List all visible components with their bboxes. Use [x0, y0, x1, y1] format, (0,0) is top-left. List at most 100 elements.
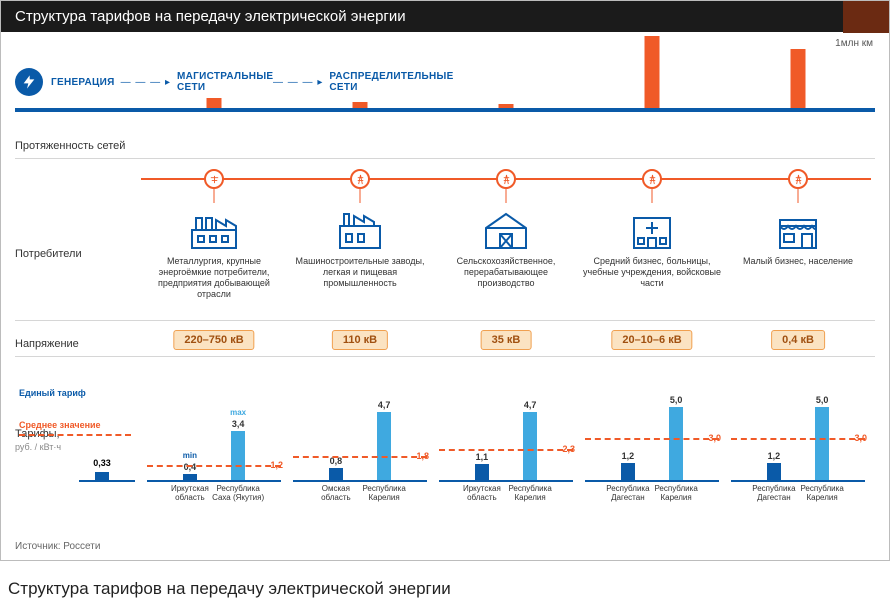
tariff-max-value: 4,7	[378, 400, 391, 410]
generation-icon	[15, 68, 43, 96]
timeline-node-icon	[350, 169, 370, 189]
tariff-max-value: 5,0	[670, 395, 683, 405]
extent-bar	[645, 36, 660, 108]
timeline-node-icon	[642, 169, 662, 189]
tariff-avg-line	[293, 456, 427, 458]
tariff-chart: 1,1 4,7 2,3 Иркутская область Республика…	[439, 372, 573, 502]
row-label-consumers: Потребители	[15, 248, 82, 260]
tariff-max-region: Республика Карелия	[500, 484, 560, 502]
voltage-badge: 220–750 кВ	[173, 330, 254, 350]
consumer-caption: Металлургия, крупные энергоёмкие потреби…	[145, 256, 283, 300]
extent-bar	[499, 104, 514, 108]
tariff-avg-line	[147, 465, 281, 467]
voltage-badge: 110 кВ	[332, 330, 388, 350]
source-text: Источник: Россети	[15, 541, 100, 552]
consumer-caption: Средний бизнес, больницы, учебные учрежд…	[583, 256, 721, 289]
row-label-voltage: Напряжение	[15, 338, 79, 350]
tariff-avg-line	[585, 438, 719, 440]
timeline-drop	[652, 189, 653, 203]
tariff-min-value: 0,8	[330, 456, 343, 466]
tariff-min-value: 1,2	[622, 451, 635, 461]
tariff-avg-value: 2,3	[562, 444, 575, 454]
extent-bar	[791, 49, 806, 108]
tariff-baseline	[731, 480, 865, 482]
tariff-max-region: Республика Саха (Якутия)	[208, 484, 268, 502]
tariff-avg-value: 1,2	[270, 460, 283, 470]
single-tariff-label: Единый тариф	[19, 388, 139, 398]
consumer-icon	[626, 208, 678, 250]
timeline-node-icon	[496, 169, 516, 189]
voltage-badge: 20–10–6 кВ	[611, 330, 692, 350]
consumer-caption: Машиностроительные заводы, легкая и пище…	[291, 256, 429, 289]
tariff-max-region: Республика Карелия	[354, 484, 414, 502]
tariff-bar-max	[669, 407, 683, 480]
max-label: max	[230, 408, 246, 417]
tariff-baseline	[585, 480, 719, 482]
tariff-bar-min	[183, 474, 197, 480]
column: Малый бизнес, население 0,4 кВ 1,2 5,0 3,…	[725, 32, 871, 560]
tariff-bar-max	[523, 412, 537, 480]
tariff-bar-min	[621, 463, 635, 480]
title-text: Структура тарифов на передачу электричес…	[15, 8, 406, 25]
min-label: min	[183, 451, 197, 460]
timeline-drop	[506, 189, 507, 203]
title-bar-accent	[843, 1, 889, 33]
tariff-min-value: 1,1	[476, 452, 489, 462]
tariff-chart: 0,8 4,7 1,8 Омская область Республика Ка…	[293, 372, 427, 502]
consumer-icon	[188, 208, 240, 250]
timeline-drop	[214, 189, 215, 203]
tariff-avg-line	[731, 438, 865, 440]
tariff-max-value: 5,0	[816, 395, 829, 405]
tariff-avg-value: 1,8	[416, 451, 429, 461]
tariff-max-region: Республика Карелия	[646, 484, 706, 502]
consumer-icon	[772, 208, 824, 250]
column: Металлургия, крупные энергоёмкие потреби…	[141, 32, 287, 560]
avg-legend-line	[19, 434, 131, 436]
tariff-chart: 1,2 5,0 3,0 Республика Дагестан Республи…	[585, 372, 719, 502]
stage-generation: ГЕНЕРАЦИЯ	[51, 77, 115, 88]
single-tariff-value: 0,33	[93, 458, 111, 468]
columns: Металлургия, крупные энергоёмкие потреби…	[141, 32, 871, 560]
consumer-caption: Малый бизнес, население	[729, 256, 867, 267]
tariff-chart: 1,2 5,0 3,0 Республика Дагестан Республи…	[731, 372, 865, 502]
tariff-bar-min	[475, 464, 489, 480]
consumer-icon	[334, 208, 386, 250]
tariff-avg-value: 3,0	[708, 433, 721, 443]
tariff-min-value: 1,2	[768, 451, 781, 461]
tariff-avg-line	[439, 449, 573, 451]
column: Машиностроительные заводы, легкая и пище…	[287, 32, 433, 560]
row-label-extent: Протяженность сетей	[15, 140, 125, 152]
title-bar: Структура тарифов на передачу электричес…	[1, 1, 889, 32]
tariff-max-region: Республика Карелия	[792, 484, 852, 502]
tariff-avg-value: 3,0	[854, 433, 867, 443]
tariff-chart: 0,4 3,4 1,2 Иркутская область Республика…	[147, 372, 281, 502]
tariff-baseline	[439, 480, 573, 482]
avg-legend-label: Среднее значение	[19, 420, 139, 430]
column: Средний бизнес, больницы, учебные учрежд…	[579, 32, 725, 560]
extent-bar	[353, 102, 368, 108]
extent-bar	[207, 98, 222, 108]
tariff-max-value: 3,4	[232, 419, 245, 429]
tariff-baseline	[293, 480, 427, 482]
timeline-node-icon	[204, 169, 224, 189]
timeline-drop	[798, 189, 799, 203]
single-tariff-baseline	[79, 480, 135, 482]
infographic-frame: Структура тарифов на передачу электричес…	[0, 0, 890, 561]
single-tariff-bar	[95, 472, 109, 480]
canvas: 1млн км ГЕНЕРАЦИЯ — — — ▸ МАГИСТРАЛЬНЫЕ …	[1, 32, 889, 560]
tariff-max-value: 4,7	[524, 400, 537, 410]
consumer-icon	[480, 208, 532, 250]
timeline-node-icon	[788, 169, 808, 189]
tariff-bar-max	[377, 412, 391, 480]
tariff-bar-min	[767, 463, 781, 480]
column: Сельскохозяйственное, перерабатывающее п…	[433, 32, 579, 560]
consumer-caption: Сельскохозяйственное, перерабатывающее п…	[437, 256, 575, 289]
timeline-drop	[360, 189, 361, 203]
single-tariff-block: Единый тариф Среднее значение 0,33	[19, 388, 139, 502]
tariff-bar-max	[815, 407, 829, 480]
figure-caption: Структура тарифов на передачу электричес…	[8, 579, 882, 599]
voltage-badge: 0,4 кВ	[771, 330, 825, 350]
tariff-bar-max	[231, 431, 245, 480]
tariff-bar-min	[329, 468, 343, 480]
voltage-badge: 35 кВ	[481, 330, 532, 350]
